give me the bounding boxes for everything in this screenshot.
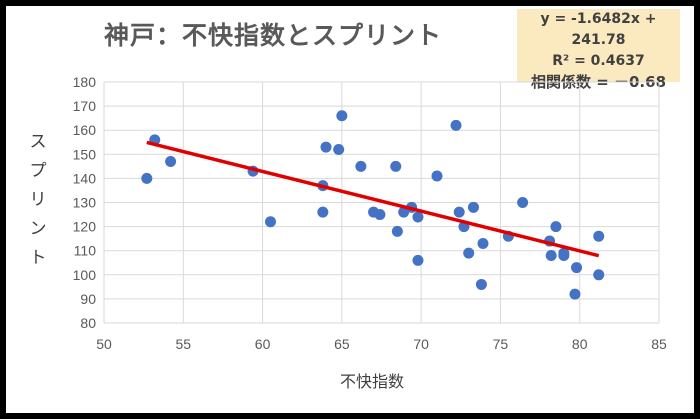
data-point	[450, 119, 462, 131]
y-axis-label-char: ト	[29, 248, 47, 268]
data-point	[165, 156, 177, 168]
equation-box: y = -1.6482x + 241.78 R² = 0.4637 相関係数 =…	[517, 9, 680, 91]
data-point	[558, 250, 570, 262]
y-tick-label: 140	[73, 170, 97, 186]
y-tick-label: 90	[80, 291, 96, 307]
x-axis-label: 不快指数	[340, 372, 405, 391]
x-tick-label: 65	[334, 336, 350, 352]
data-point	[333, 143, 345, 155]
data-point	[467, 201, 479, 213]
y-axis-label: スプリント	[28, 128, 48, 273]
data-point	[317, 206, 329, 218]
y-tick-label: 160	[73, 122, 97, 138]
data-point	[545, 250, 557, 262]
y-axis-label-char: リ	[29, 190, 47, 210]
data-point	[390, 160, 402, 172]
x-tick-label: 75	[493, 336, 509, 352]
data-point	[475, 278, 487, 290]
data-point	[141, 172, 153, 184]
y-tick-label: 170	[73, 98, 97, 114]
x-tick-label: 70	[413, 336, 429, 352]
trend-equation: y = -1.6482x + 241.78	[540, 11, 657, 48]
data-point	[355, 160, 367, 172]
y-tick-label: 80	[80, 315, 96, 331]
data-point	[265, 216, 276, 228]
data-point	[398, 206, 410, 218]
x-tick-label: 80	[572, 336, 588, 352]
y-tick-label: 100	[73, 267, 97, 283]
data-point	[320, 141, 332, 153]
data-point	[550, 221, 562, 233]
data-point	[412, 211, 424, 223]
y-axis-label-char: ス	[29, 132, 47, 152]
y-axis-label-char: ン	[29, 219, 47, 239]
data-point	[391, 225, 403, 237]
r-squared: R² = 0.4637	[552, 53, 645, 69]
trendline	[146, 140, 600, 258]
y-tick-label: 180	[73, 74, 97, 90]
data-point	[571, 262, 583, 274]
x-tick-label: 60	[255, 336, 271, 352]
x-tick-label: 55	[175, 336, 191, 352]
data-point	[412, 254, 424, 266]
data-point	[453, 206, 465, 218]
data-point	[431, 170, 443, 182]
y-axis-label-char: プ	[29, 161, 47, 181]
x-tick-label: 85	[651, 336, 667, 352]
x-tick-label: 50	[96, 336, 112, 352]
data-point	[374, 209, 386, 221]
data-point	[336, 110, 348, 122]
data-point	[463, 247, 475, 259]
y-tick-label: 130	[73, 195, 97, 211]
y-tick-label: 110	[74, 243, 97, 259]
data-point	[593, 230, 605, 242]
y-tick-label: 150	[73, 146, 97, 162]
data-point	[593, 269, 605, 281]
data-point	[569, 288, 581, 300]
data-point	[477, 237, 489, 249]
y-tick-label: 120	[73, 219, 97, 235]
chart-title: 神戸：不快指数とスプリント	[104, 21, 443, 50]
data-point	[517, 197, 529, 208]
